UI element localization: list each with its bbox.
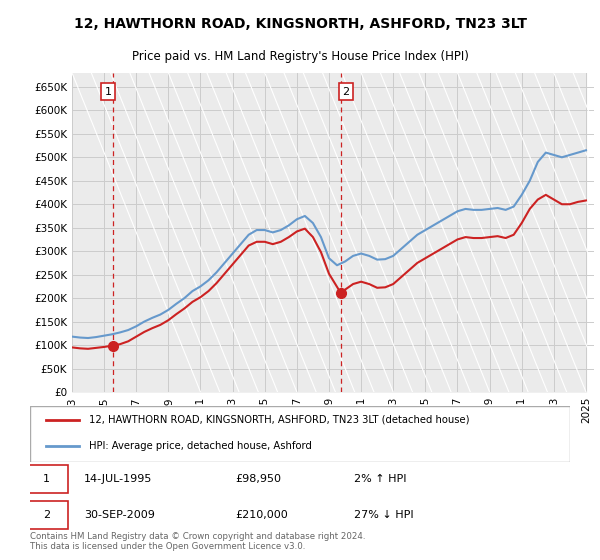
Text: 27% ↓ HPI: 27% ↓ HPI	[354, 510, 413, 520]
Text: Contains HM Land Registry data © Crown copyright and database right 2024.
This d: Contains HM Land Registry data © Crown c…	[30, 532, 365, 552]
Text: 1: 1	[104, 87, 112, 96]
FancyBboxPatch shape	[25, 501, 68, 529]
FancyBboxPatch shape	[72, 73, 586, 392]
Text: 1: 1	[43, 474, 50, 484]
Text: £98,950: £98,950	[235, 474, 281, 484]
Text: 12, HAWTHORN ROAD, KINGSNORTH, ASHFORD, TN23 3LT: 12, HAWTHORN ROAD, KINGSNORTH, ASHFORD, …	[74, 17, 527, 31]
Text: Price paid vs. HM Land Registry's House Price Index (HPI): Price paid vs. HM Land Registry's House …	[131, 50, 469, 63]
FancyBboxPatch shape	[25, 465, 68, 493]
Text: HPI: Average price, detached house, Ashford: HPI: Average price, detached house, Ashf…	[89, 441, 312, 451]
Text: 30-SEP-2009: 30-SEP-2009	[84, 510, 155, 520]
Text: 14-JUL-1995: 14-JUL-1995	[84, 474, 152, 484]
Text: £210,000: £210,000	[235, 510, 288, 520]
Text: 2% ↑ HPI: 2% ↑ HPI	[354, 474, 407, 484]
Text: 2: 2	[43, 510, 50, 520]
Text: 12, HAWTHORN ROAD, KINGSNORTH, ASHFORD, TN23 3LT (detached house): 12, HAWTHORN ROAD, KINGSNORTH, ASHFORD, …	[89, 415, 470, 425]
Text: 2: 2	[342, 87, 349, 96]
